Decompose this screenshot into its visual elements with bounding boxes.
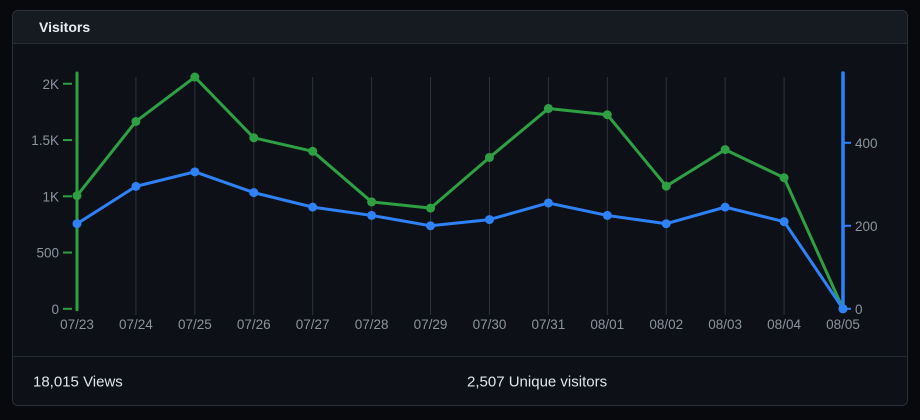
views-point[interactable]: [484, 152, 494, 162]
unique-visitors-point[interactable]: [426, 221, 436, 231]
x-axis-label: 08/01: [590, 317, 624, 332]
unique-visitors-point[interactable]: [661, 219, 671, 229]
x-axis-label: 07/28: [355, 317, 389, 332]
chart-area: 0 500 1K 1.5K 2K 0 200 400 07/23 07/24 07/25 07/26 0…: [13, 44, 907, 356]
x-axis-label: 07/24: [119, 317, 153, 332]
card-header: Visitors: [13, 11, 907, 44]
x-axis-label: 07/31: [531, 317, 565, 332]
right-axis-tick-label: 0: [855, 302, 863, 317]
views-point[interactable]: [779, 173, 789, 183]
unique-visitors-point[interactable]: [131, 181, 141, 191]
views-point[interactable]: [131, 116, 141, 126]
x-axis-label: 07/29: [414, 317, 448, 332]
left-axis-tick-label: 0: [51, 302, 59, 317]
unique-visitors-point[interactable]: [308, 202, 318, 212]
x-axis-label: 08/02: [649, 317, 683, 332]
unique-visitors-line: [75, 170, 845, 311]
views-point[interactable]: [661, 181, 671, 191]
unique-visitors-point[interactable]: [484, 215, 494, 225]
views-stat: 18,015 Views: [33, 373, 123, 390]
unique-visitors-stat-value: 2,507: [467, 373, 505, 390]
unique-visitors-point[interactable]: [602, 210, 612, 220]
unique-visitors-point[interactable]: [543, 198, 553, 208]
unique-visitors-point[interactable]: [249, 188, 259, 198]
views-point[interactable]: [602, 110, 612, 120]
views-point[interactable]: [720, 145, 730, 155]
unique-visitors-point[interactable]: [367, 210, 377, 220]
x-axis-label: 07/26: [237, 317, 271, 332]
right-axis-tick-label: 200: [855, 219, 878, 234]
views-point[interactable]: [426, 203, 436, 213]
unique-visitors-stat: 2,507 Unique visitors: [467, 373, 607, 390]
views-point[interactable]: [190, 72, 200, 82]
x-axis-label: 08/03: [708, 317, 742, 332]
views-stat-label: Views: [83, 373, 123, 390]
unique-visitors-point[interactable]: [72, 219, 82, 229]
unique-visitors-point[interactable]: [190, 167, 200, 177]
x-axis-label: 07/25: [178, 317, 212, 332]
views-point[interactable]: [249, 133, 259, 143]
views-point[interactable]: [367, 197, 377, 207]
x-axis-label: 07/27: [296, 317, 330, 332]
visitors-card: Visitors 0 500 1K 1.5K 2K 0 200 400 07/23 07/24 07…: [12, 10, 908, 406]
unique-visitors-point[interactable]: [720, 202, 730, 212]
views-point[interactable]: [72, 191, 82, 201]
views-line: [75, 75, 845, 311]
x-axis-label: 08/05: [826, 317, 860, 332]
visitors-chart: 0 500 1K 1.5K 2K 0 200 400 07/23 07/24 07/25 07/26 0…: [31, 71, 878, 332]
left-axis-tick-label: 1.5K: [31, 133, 59, 148]
unique-visitors-point[interactable]: [779, 217, 789, 227]
left-axis-tick-label: 1K: [42, 189, 59, 204]
card-footer: 18,015 Views 2,507 Unique visitors: [13, 356, 907, 405]
views-stat-value: 18,015: [33, 373, 79, 390]
unique-visitors-point[interactable]: [838, 304, 848, 314]
x-axis-label: 07/30: [473, 317, 507, 332]
card-title: Visitors: [39, 19, 91, 35]
unique-visitors-stat-label: Unique visitors: [508, 373, 608, 390]
views-point[interactable]: [543, 104, 553, 114]
views-point[interactable]: [308, 146, 318, 156]
left-axis-tick-label: 500: [36, 246, 59, 261]
right-axis-tick-label: 400: [855, 136, 878, 151]
left-axis-tick-label: 2K: [42, 77, 59, 92]
x-axis-label: 07/23: [60, 317, 94, 332]
x-axis-label: 08/04: [767, 317, 801, 332]
